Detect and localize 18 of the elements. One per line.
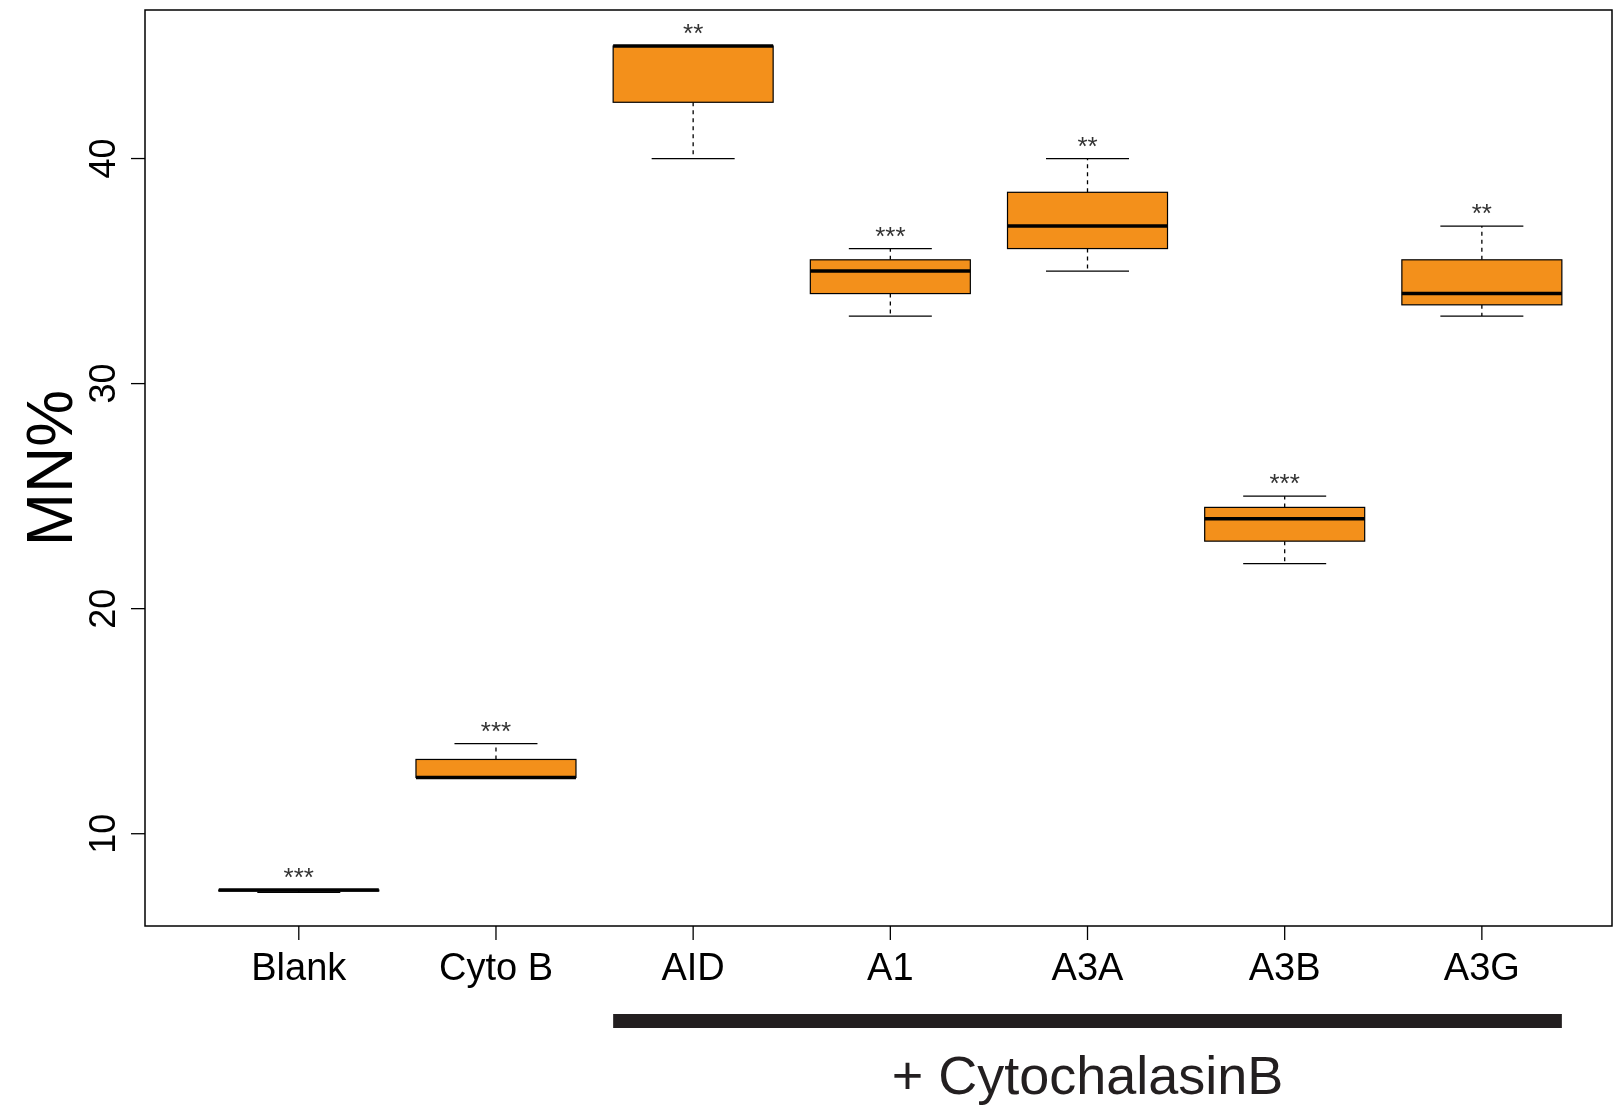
x-tick-label: A3B	[1248, 946, 1321, 988]
x-tick-label: Cyto B	[438, 946, 553, 988]
annotation: ***	[875, 220, 906, 251]
annotation: ***	[480, 715, 512, 746]
text: + CytochalasinB	[891, 1045, 1284, 1105]
x-tick-label: A1	[867, 946, 914, 988]
x-tick-label: AID	[661, 946, 725, 988]
x-tick-label: Blank	[251, 946, 348, 988]
annotation: ***	[1269, 468, 1300, 499]
y-tick-label: 20	[82, 588, 123, 629]
x-tick-label: A3G	[1443, 946, 1520, 988]
annotation: **	[683, 18, 704, 49]
x-tick-label: A3A	[1051, 946, 1125, 988]
y-tick-label: 10	[82, 813, 123, 854]
y-tick-label: 40	[82, 138, 123, 179]
annotation: **	[1077, 130, 1098, 161]
annotation: ***	[283, 861, 314, 892]
annotation: **	[1471, 198, 1492, 229]
